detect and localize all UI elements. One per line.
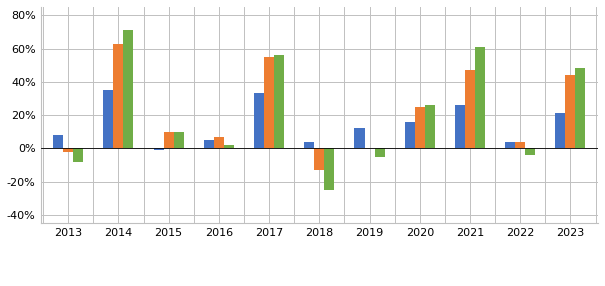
Bar (73, 148, 83, 162)
Bar (505, 142, 515, 148)
Bar (264, 57, 274, 148)
Bar (204, 140, 214, 148)
Bar (425, 105, 435, 148)
Bar (123, 30, 134, 148)
Bar (314, 148, 324, 170)
Bar (224, 145, 234, 148)
Bar (415, 107, 425, 148)
Bar (113, 43, 123, 148)
Bar (405, 122, 415, 148)
Bar (555, 113, 566, 148)
Bar (475, 47, 485, 148)
Bar (575, 68, 586, 148)
Bar (515, 142, 525, 148)
Bar (254, 94, 264, 148)
Bar (374, 148, 385, 156)
Bar (163, 132, 174, 148)
Bar (154, 148, 163, 150)
Bar (525, 148, 535, 155)
Bar (465, 70, 475, 148)
Bar (63, 148, 73, 152)
Bar (274, 55, 284, 148)
Bar (455, 105, 465, 148)
Bar (53, 135, 63, 148)
Bar (103, 90, 113, 148)
Bar (214, 137, 224, 148)
Bar (304, 142, 314, 148)
Bar (324, 148, 335, 190)
Bar (174, 132, 184, 148)
Bar (355, 128, 364, 148)
Bar (566, 75, 575, 148)
